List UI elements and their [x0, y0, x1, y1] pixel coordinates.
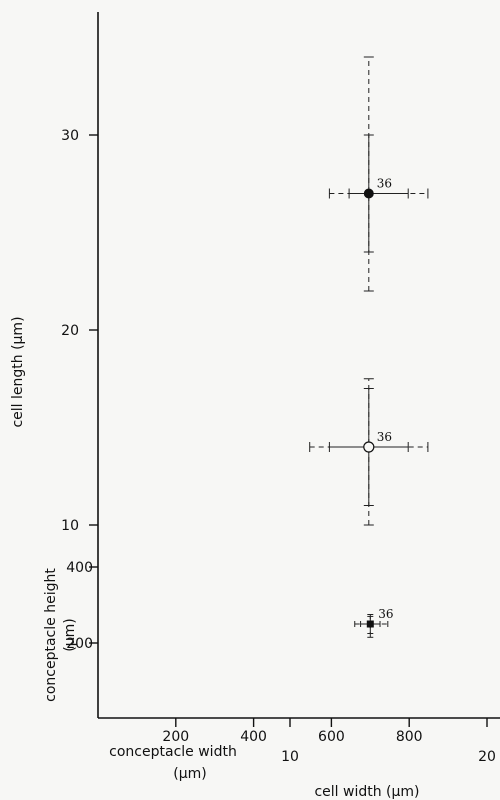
data-point-solid — [363, 188, 374, 199]
y-axis-label-conceptacle-height: (µm) — [62, 618, 78, 651]
data-label-open: 36 — [377, 430, 392, 444]
y-tick-label-cell-length: 30 — [61, 128, 79, 144]
x-tick-label-cell-width: 20 — [478, 749, 496, 765]
x-axis-label-conceptacle-width-unit: (µm) — [173, 766, 206, 782]
x-tick-label-conceptacle-width: 800 — [396, 729, 423, 745]
data-label-solid: 36 — [377, 177, 392, 191]
y-axis-label-cell-length: cell length (µm) — [10, 316, 26, 427]
x-axis-label-cell-width: cell width (µm) — [314, 784, 419, 800]
y-tick-label-cell-length: 10 — [61, 518, 79, 534]
data-marks: 36 36 36 — [309, 56, 429, 638]
data-point-square — [366, 620, 374, 628]
x-axis-label-conceptacle-width: conceptacle width — [109, 744, 237, 760]
x-tick-label-cell-width: 10 — [281, 749, 299, 765]
x-tick-label-conceptacle-width: 600 — [318, 729, 345, 745]
x-tick-label-conceptacle-width: 200 — [162, 729, 189, 745]
y-tick-label-conceptacle-height: 200 — [66, 636, 93, 652]
x-tick-label-conceptacle-width: 400 — [240, 729, 267, 745]
y-tick-label-conceptacle-height: 400 — [66, 560, 93, 576]
data-point-open — [363, 441, 375, 453]
y-tick-label-cell-length: 20 — [61, 323, 79, 339]
axis-labels: cell length (µm)conceptacle height (µm)co… — [10, 316, 420, 800]
y-axis-label-conceptacle-height: conceptacle height — [43, 568, 59, 702]
axes: 10 20 30 200 400 200 400 600 800 10 20 — [61, 12, 500, 765]
data-label-square: 36 — [378, 607, 393, 621]
